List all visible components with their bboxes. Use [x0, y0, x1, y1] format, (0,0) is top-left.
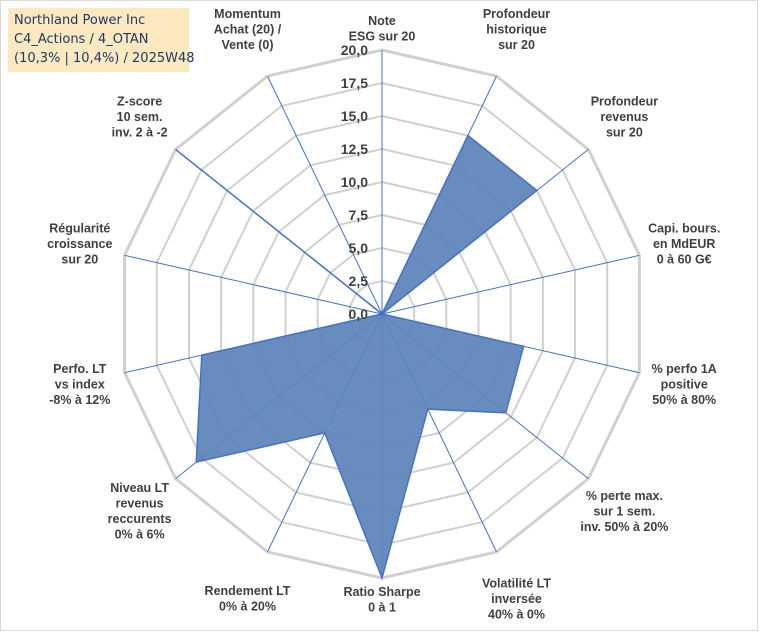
axis-label-line: sur 20	[61, 252, 98, 266]
axis-label-line: sur 20	[606, 126, 643, 140]
spoke-13	[267, 75, 383, 315]
tick-label-6: 15,0	[341, 108, 368, 124]
axis-label-12: Z-score 10 sem. inv. 2 à -2	[112, 95, 168, 140]
axis-label-6: Volatilité LT inversée 40% à 0%	[482, 577, 551, 622]
axis-label-line: Note	[368, 14, 396, 28]
title-line-2: C4_Actions / 4_OTAN	[14, 32, 149, 47]
axis-label-line: 0 à 1	[368, 601, 396, 615]
axis-label-line: Perfo. LT	[53, 362, 107, 376]
axis-label-line: inversée	[491, 592, 542, 606]
spoke-3	[381, 254, 640, 315]
axis-label-10: Perfo. LT vs index -8% à 12%	[49, 362, 110, 407]
axis-label-line: 50% à 80%	[652, 393, 716, 407]
axis-label-line: Capi. bours.	[648, 221, 720, 235]
chart-title-box: Northland Power Inc C4_Actions / 4_OTAN …	[8, 8, 195, 72]
axis-label-line: 0% à 6%	[115, 528, 165, 542]
axis-label-0: Note ESG sur 20	[349, 14, 416, 44]
axis-label-line: 0% à 20%	[219, 600, 276, 614]
axis-label-line: Achat (20) /	[214, 23, 282, 37]
axis-label-line: Profondeur	[483, 7, 550, 21]
tick-label-8: 20,0	[341, 42, 368, 58]
axis-label-line: Volatilité LT	[482, 577, 551, 591]
axis-label-line: % perte max.	[586, 489, 663, 503]
axis-label-line: 40% à 0%	[488, 608, 545, 622]
tick-label-0: 0,0	[349, 306, 369, 322]
axis-label-line: Ratio Sharpe	[343, 585, 420, 599]
axis-label-line: sur 1 sem.	[593, 504, 655, 518]
axis-label-line: 0 à 60 G€	[657, 252, 712, 266]
axis-label-line: Profondeur	[591, 95, 658, 109]
axis-label-9: Niveau LT revenus reccurents 0% à 6%	[108, 481, 172, 542]
axis-label-7: Ratio Sharpe 0 à 1	[343, 585, 420, 615]
axis-label-line: Rendement LT	[205, 584, 291, 598]
axis-label-1: Profondeur historique sur 20	[483, 7, 550, 52]
axis-label-line: ESG sur 20	[349, 30, 416, 44]
axis-label-line: Vente (0)	[221, 38, 273, 52]
axis-label-line: historique	[486, 23, 546, 37]
axis-label-line: inv. 50% à 20%	[580, 520, 668, 534]
axis-label-line: % perfo 1A	[652, 362, 717, 376]
tick-label-4: 10,0	[341, 174, 368, 190]
axis-label-line: Niveau LT	[110, 481, 169, 495]
axis-label-line: revenus	[116, 497, 164, 511]
axis-label-13: Momentum Achat (20) / Vente (0)	[214, 7, 282, 52]
axis-label-line: Momentum	[214, 7, 281, 21]
axis-label-4: % perfo 1A positive 50% à 80%	[652, 362, 717, 407]
axis-label-line: en MdEUR	[653, 237, 716, 251]
axis-label-line: Régularité	[49, 221, 110, 235]
axis-label-line: sur 20	[498, 38, 535, 52]
title-line-3: (10,3% | 10,4%) / 2025W48	[14, 51, 195, 66]
axis-label-line: Z-score	[117, 95, 162, 109]
axis-label-line: -8% à 12%	[49, 393, 110, 407]
tick-label-2: 5,0	[349, 240, 369, 256]
axis-label-line: inv. 2 à -2	[112, 126, 168, 140]
axis-label-line: reccurents	[108, 512, 172, 526]
axis-label-line: croissance	[47, 237, 112, 251]
axis-label-line: vs index	[55, 378, 105, 392]
data-series-area	[175, 134, 539, 581]
tick-label-1: 2,5	[349, 273, 369, 289]
axis-label-3: Capi. bours. en MdEUR 0 à 60 G€	[648, 221, 720, 266]
tick-label-5: 12,5	[341, 141, 368, 157]
axis-label-8: Rendement LT 0% à 20%	[205, 584, 291, 614]
axis-label-line: 10 sem.	[117, 110, 163, 124]
tick-label-7: 17,5	[341, 75, 368, 91]
tick-label-3: 7,5	[349, 207, 369, 223]
axis-label-11: Régularité croissance sur 20	[47, 221, 112, 266]
title-line-1: Northland Power Inc	[14, 13, 146, 28]
axis-label-line: revenus	[600, 110, 648, 124]
axis-label-5: % perte max. sur 1 sem. inv. 50% à 20%	[580, 489, 668, 534]
axis-label-line: positive	[661, 378, 708, 392]
spoke-11	[124, 254, 383, 315]
axis-label-2: Profondeur revenus sur 20	[591, 95, 658, 140]
